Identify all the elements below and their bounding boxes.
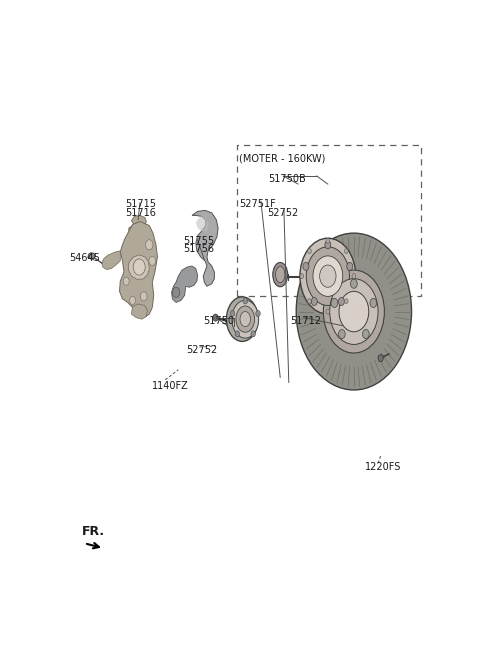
Circle shape (378, 355, 383, 361)
Text: 1140FZ: 1140FZ (152, 381, 189, 392)
Circle shape (256, 311, 260, 317)
Text: 52752: 52752 (267, 208, 299, 218)
Circle shape (243, 298, 248, 304)
Ellipse shape (240, 311, 251, 327)
Circle shape (213, 314, 218, 321)
Text: 51750: 51750 (203, 315, 234, 326)
Polygon shape (120, 221, 157, 317)
Circle shape (320, 265, 336, 287)
Circle shape (306, 247, 349, 306)
Circle shape (133, 259, 145, 275)
Circle shape (130, 296, 135, 304)
Polygon shape (172, 266, 198, 302)
Polygon shape (132, 304, 147, 319)
Ellipse shape (236, 306, 254, 332)
Circle shape (235, 331, 240, 337)
Text: 51715: 51715 (125, 199, 156, 209)
Text: 52752: 52752 (186, 345, 218, 355)
Circle shape (347, 262, 353, 271)
Ellipse shape (227, 297, 258, 342)
Circle shape (324, 270, 384, 353)
Circle shape (172, 287, 180, 298)
Bar (237, 145, 421, 296)
Circle shape (308, 299, 312, 304)
Circle shape (331, 298, 338, 307)
Polygon shape (192, 210, 218, 286)
Circle shape (296, 233, 411, 390)
Circle shape (251, 331, 255, 337)
Text: 51716: 51716 (125, 208, 156, 218)
Circle shape (338, 330, 345, 338)
Circle shape (350, 279, 357, 288)
Circle shape (312, 298, 317, 306)
Circle shape (338, 298, 344, 306)
Polygon shape (129, 255, 149, 279)
Text: 51750B: 51750B (268, 174, 306, 184)
Circle shape (140, 292, 147, 301)
Circle shape (326, 309, 330, 314)
Text: (MOTER - 160KW): (MOTER - 160KW) (239, 154, 325, 164)
Circle shape (339, 291, 369, 332)
Circle shape (344, 248, 348, 254)
Text: 54645: 54645 (69, 254, 100, 263)
Polygon shape (196, 215, 209, 232)
Text: 51712: 51712 (290, 315, 321, 326)
Polygon shape (102, 251, 120, 269)
Circle shape (145, 240, 153, 250)
Circle shape (330, 279, 378, 344)
Circle shape (313, 256, 343, 296)
Circle shape (308, 248, 312, 254)
Text: 51756: 51756 (183, 244, 214, 254)
Polygon shape (129, 223, 148, 240)
Circle shape (362, 330, 369, 338)
Circle shape (300, 273, 304, 279)
Circle shape (230, 311, 235, 317)
Circle shape (326, 238, 330, 243)
Circle shape (370, 298, 377, 307)
Ellipse shape (273, 263, 288, 286)
Circle shape (300, 238, 356, 314)
Text: 51755: 51755 (183, 236, 214, 246)
Text: 1220FS: 1220FS (365, 463, 401, 472)
Circle shape (344, 299, 348, 304)
Ellipse shape (88, 253, 95, 259)
Ellipse shape (232, 300, 259, 338)
Polygon shape (132, 215, 146, 227)
Text: FR.: FR. (82, 525, 105, 538)
Circle shape (303, 262, 309, 271)
Text: 52751F: 52751F (240, 199, 276, 209)
Circle shape (325, 240, 331, 249)
Ellipse shape (276, 267, 285, 283)
Circle shape (123, 277, 129, 285)
Circle shape (149, 256, 156, 265)
Circle shape (352, 273, 356, 279)
